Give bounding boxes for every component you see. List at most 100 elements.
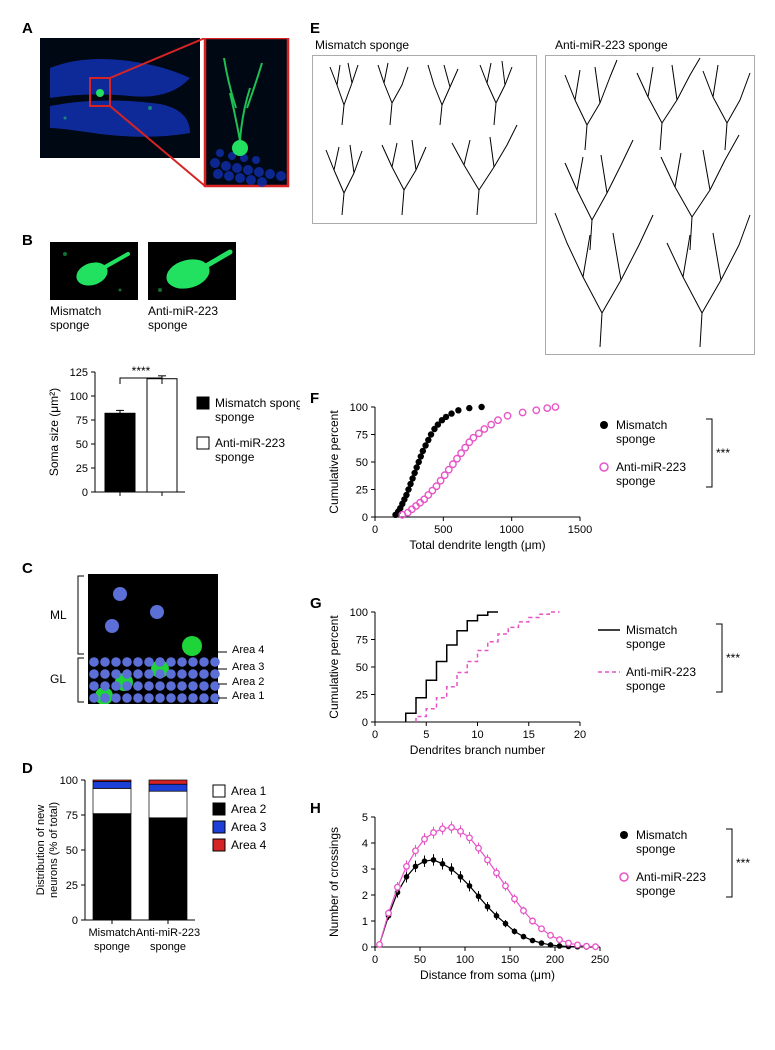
svg-text:Mismatch: Mismatch — [636, 828, 687, 842]
svg-text:500: 500 — [434, 524, 452, 536]
svg-text:***: *** — [716, 446, 730, 460]
svg-text:75: 75 — [66, 810, 78, 822]
svg-text:150: 150 — [501, 954, 519, 966]
svg-text:200: 200 — [546, 954, 564, 966]
svg-text:1000: 1000 — [499, 524, 523, 536]
label-e: E — [310, 20, 320, 37]
svg-text:4: 4 — [362, 838, 368, 850]
svg-text:3: 3 — [362, 864, 368, 876]
svg-text:0: 0 — [372, 524, 378, 536]
svg-text:1500: 1500 — [568, 524, 592, 536]
svg-text:5: 5 — [423, 729, 429, 741]
svg-text:0: 0 — [82, 487, 88, 499]
svg-text:0: 0 — [362, 942, 368, 954]
panel-b-chart: 0 25 50 75 100 125 **** Soma size (μm²) Mismatch… — [40, 352, 300, 522]
svg-text:Number of crossings: Number of crossings — [327, 827, 341, 937]
svg-text:sponge: sponge — [150, 941, 186, 953]
svg-text:sponge: sponge — [626, 637, 666, 651]
svg-text:50: 50 — [66, 845, 78, 857]
svg-text:Cumulative percent: Cumulative percent — [327, 615, 341, 719]
svg-text:25: 25 — [66, 880, 78, 892]
svg-text:sponge: sponge — [616, 432, 656, 446]
svg-text:Mismatch sponge: Mismatch sponge — [215, 396, 300, 410]
panel-b-image-mismatch — [50, 242, 138, 300]
svg-text:Soma size (μm²): Soma size (μm²) — [47, 388, 61, 476]
panel-e-anti-tracings — [545, 55, 755, 355]
panel-c-area2: Area 2 — [232, 676, 264, 688]
panel-b-image-anti — [148, 242, 236, 300]
label-b: B — [22, 232, 33, 249]
svg-text:Anti-miR-223: Anti-miR-223 — [616, 460, 686, 474]
svg-text:****: **** — [132, 364, 151, 378]
svg-text:100: 100 — [70, 391, 88, 403]
svg-text:Anti-miR-223: Anti-miR-223 — [136, 927, 200, 939]
panel-c-area4: Area 4 — [232, 644, 264, 656]
svg-text:20: 20 — [574, 729, 586, 741]
svg-text:50: 50 — [356, 662, 368, 674]
panel-e-mismatch-tracings — [312, 55, 537, 235]
svg-text:sponge: sponge — [616, 474, 656, 488]
svg-text:***: *** — [726, 651, 740, 665]
svg-text:Mismatch: Mismatch — [616, 418, 667, 432]
svg-text:Distribution of new: Distribution of new — [35, 805, 47, 896]
svg-text:0: 0 — [362, 717, 368, 729]
panel-f-chart: 0255075100050010001500Cumulative percent… — [320, 395, 755, 560]
panel-c-ml: ML — [50, 608, 67, 622]
svg-text:10: 10 — [471, 729, 483, 741]
svg-text:125: 125 — [70, 367, 88, 379]
panel-b-label-anti: Anti-miR-223 sponge — [148, 304, 238, 332]
svg-text:25: 25 — [356, 690, 368, 702]
svg-text:50: 50 — [356, 457, 368, 469]
panel-g-chart: 025507510005101520Cumulative percentDend… — [320, 600, 755, 765]
panel-h-chart: 012345050100150200250Number of crossings… — [320, 805, 755, 995]
svg-text:***: *** — [736, 856, 750, 870]
svg-text:5: 5 — [362, 812, 368, 824]
svg-text:100: 100 — [350, 607, 368, 619]
svg-text:Cumulative percent: Cumulative percent — [327, 410, 341, 514]
svg-text:sponge: sponge — [636, 842, 676, 856]
svg-text:75: 75 — [356, 635, 368, 647]
svg-text:1: 1 — [362, 916, 368, 928]
label-f: F — [310, 390, 319, 407]
svg-text:Distance from soma (μm): Distance from soma (μm) — [420, 968, 555, 982]
svg-text:Anti-miR-223: Anti-miR-223 — [636, 870, 706, 884]
svg-text:100: 100 — [456, 954, 474, 966]
svg-text:Anti-miR-223: Anti-miR-223 — [626, 665, 696, 679]
svg-text:sponge: sponge — [215, 450, 255, 464]
svg-text:100: 100 — [350, 402, 368, 414]
panel-c-gl: GL — [50, 672, 66, 686]
panel-d-chart: 0255075100MismatchspongeAnti-miR-223spon… — [30, 770, 305, 990]
svg-text:250: 250 — [591, 954, 609, 966]
panel-c-area3: Area 3 — [232, 661, 264, 673]
svg-text:25: 25 — [76, 463, 88, 475]
svg-text:50: 50 — [414, 954, 426, 966]
svg-text:100: 100 — [60, 775, 78, 787]
figure: A E — [20, 20, 755, 1030]
svg-text:75: 75 — [356, 430, 368, 442]
svg-text:2: 2 — [362, 890, 368, 902]
svg-text:0: 0 — [372, 954, 378, 966]
svg-text:25: 25 — [356, 485, 368, 497]
svg-text:Area 2: Area 2 — [231, 802, 267, 816]
svg-text:sponge: sponge — [626, 679, 666, 693]
panel-a-image — [40, 38, 290, 188]
svg-text:Total dendrite length (μm): Total dendrite length (μm) — [409, 538, 545, 552]
svg-text:Area 1: Area 1 — [231, 784, 267, 798]
svg-text:0: 0 — [372, 729, 378, 741]
svg-text:15: 15 — [523, 729, 535, 741]
svg-text:Anti-miR-223: Anti-miR-223 — [215, 436, 285, 450]
svg-text:0: 0 — [362, 512, 368, 524]
svg-text:Mismatch: Mismatch — [626, 623, 677, 637]
svg-text:Mismatch: Mismatch — [88, 927, 135, 939]
panel-c-area1: Area 1 — [232, 690, 264, 702]
panel-e-title-anti: Anti-miR-223 sponge — [555, 38, 668, 52]
svg-text:50: 50 — [76, 439, 88, 451]
label-a: A — [22, 20, 33, 37]
panel-b-label-mismatch: Mismatch sponge — [50, 304, 128, 332]
svg-text:sponge: sponge — [636, 884, 676, 898]
svg-text:neurons (% of total): neurons (% of total) — [48, 802, 60, 898]
svg-text:75: 75 — [76, 415, 88, 427]
svg-text:Area 4: Area 4 — [231, 838, 267, 852]
svg-text:Area 3: Area 3 — [231, 820, 267, 834]
svg-text:0: 0 — [72, 915, 78, 927]
